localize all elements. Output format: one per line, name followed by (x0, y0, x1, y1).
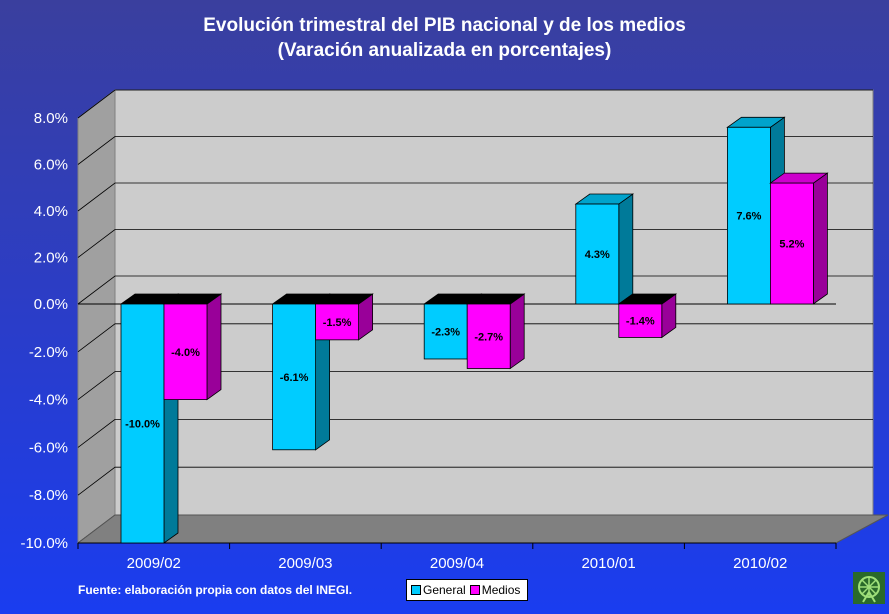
y-tick-label: 6.0% (34, 157, 68, 174)
bar-general (120, 303, 165, 544)
data-label-general: 7.6% (736, 211, 761, 223)
bar-side-medios (206, 293, 222, 401)
legend-label-general: General (423, 583, 466, 597)
x-tick-label: 2010/01 (581, 555, 635, 572)
bar-general (575, 203, 620, 305)
y-tick-label: -8.0% (29, 487, 68, 504)
side-wall (77, 88, 116, 545)
bar-general (423, 303, 468, 360)
legend-item-medios: Medios (469, 583, 521, 597)
gridline (77, 89, 873, 119)
x-tick-label: 2010/02 (733, 555, 787, 572)
legend-label-medios: Medios (481, 583, 521, 597)
data-label-medios: -1.5% (323, 317, 352, 329)
data-label-general: -10.0% (125, 419, 160, 431)
legend-swatch-medios (469, 585, 480, 595)
data-label-medios: -4.0% (171, 347, 200, 359)
gridline (77, 371, 873, 400)
source-note: Fuente: elaboración propia con datos del… (78, 583, 353, 597)
gridline (77, 136, 873, 165)
bar-medios (770, 182, 814, 305)
gridline (77, 182, 873, 212)
bar-medios (618, 303, 663, 338)
gridline (77, 466, 873, 496)
data-label-medios: -1.4% (626, 316, 655, 328)
bar-medios (315, 303, 360, 341)
bar-medios (466, 303, 511, 369)
y-tick-label: -6.0% (29, 439, 68, 456)
legend-item-general: General (411, 583, 466, 597)
bar-side-medios (509, 293, 525, 370)
y-tick-label: 4.0% (34, 203, 68, 220)
y-tick-label: -2.0% (29, 344, 68, 361)
data-label-general: 4.3% (585, 249, 610, 261)
data-label-general: -6.1% (280, 372, 309, 384)
x-tick-label: 2009/03 (278, 555, 332, 572)
y-tick-label: -4.0% (29, 392, 68, 409)
legend-swatch-general (411, 585, 421, 595)
data-label-general: -2.3% (431, 326, 460, 338)
data-label-medios: -2.7% (474, 331, 503, 343)
bar-general (272, 303, 317, 451)
logo-icon (853, 572, 885, 604)
data-label-medios: 5.2% (779, 239, 804, 251)
bar-side-general (618, 193, 634, 305)
y-tick-label: 8.0% (34, 110, 68, 127)
gridline (77, 418, 873, 448)
y-tick-label: -10.0% (20, 535, 68, 552)
chart-subtitle: (Varación anualizada en porcentajes) (277, 40, 612, 61)
x-tick-label: 2009/02 (127, 555, 181, 572)
bar-general (727, 126, 771, 305)
floor (76, 514, 889, 544)
bar-side-medios (813, 172, 828, 305)
legend: General Medios (406, 579, 528, 601)
y-tick-label: 2.0% (34, 250, 68, 267)
x-tick-label: 2009/04 (430, 555, 484, 572)
chart-title: Evolución trimestral del PIB nacional y … (203, 15, 686, 36)
y-tick-label: 0.0% (34, 296, 68, 313)
bar-medios (163, 303, 208, 400)
